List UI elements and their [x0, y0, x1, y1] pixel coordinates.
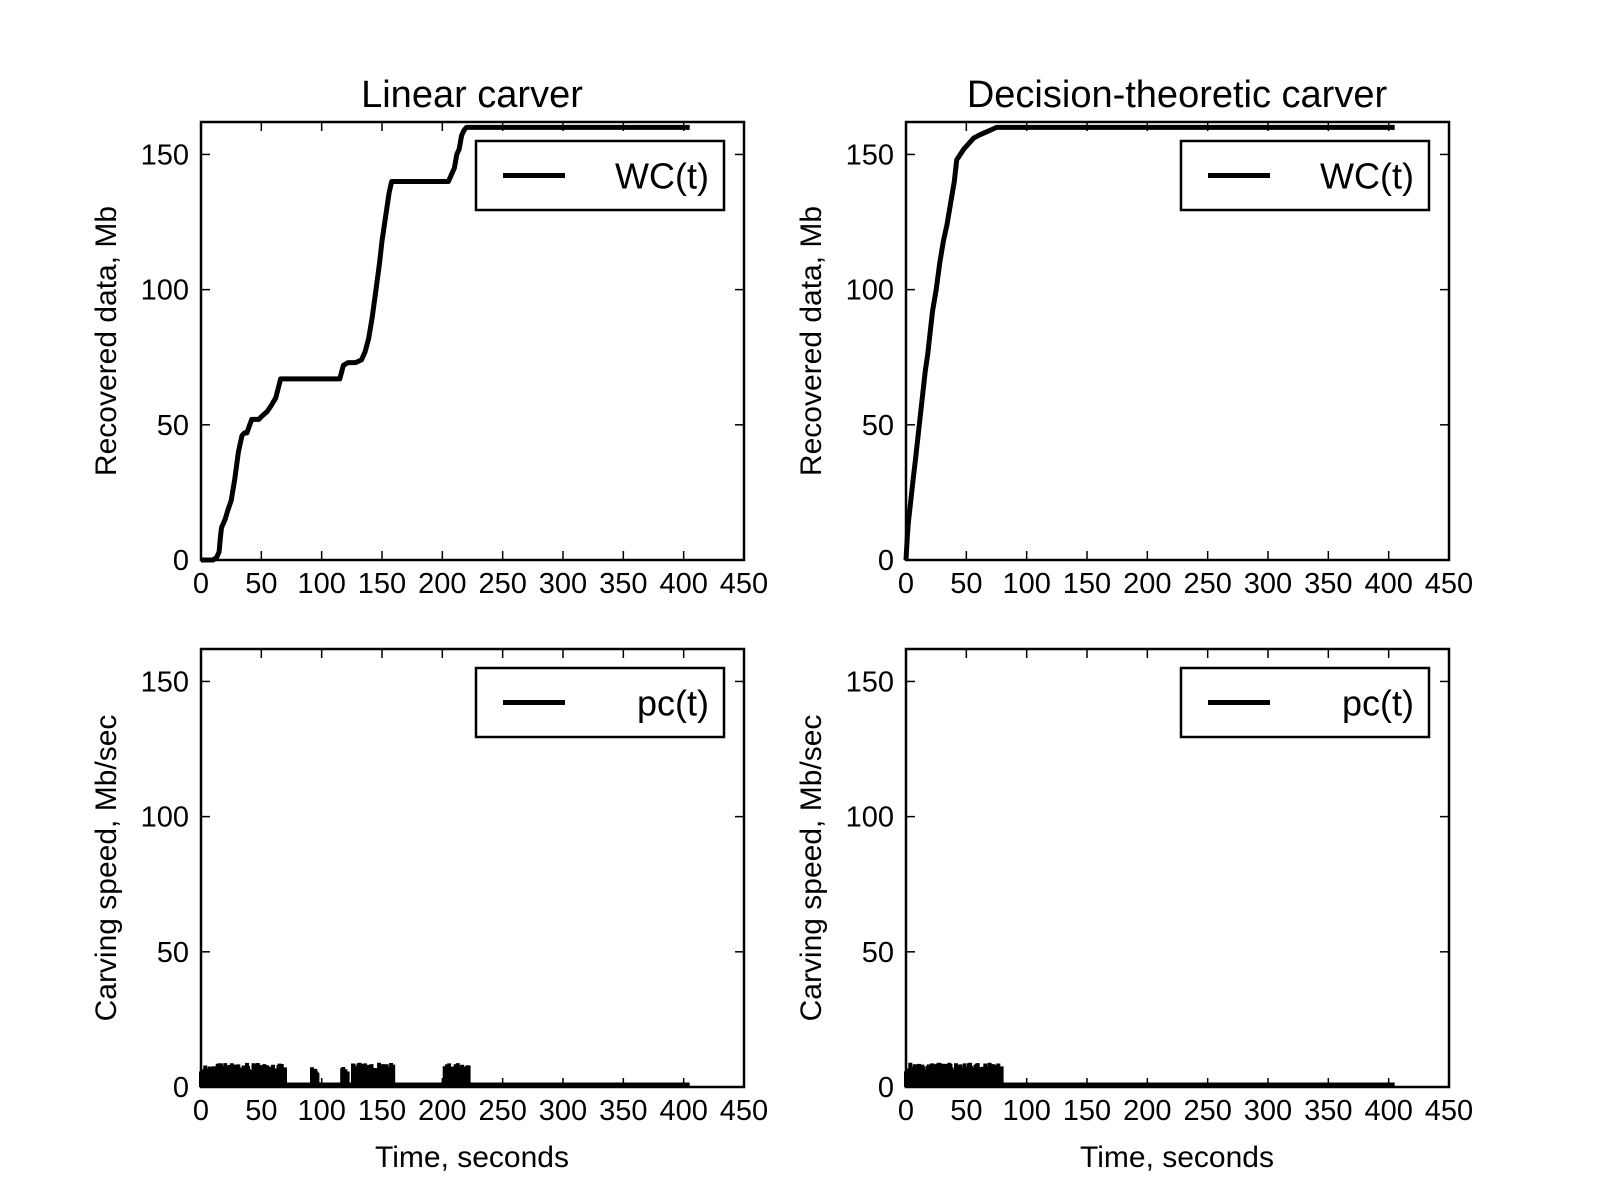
panel-title: Linear carver — [361, 74, 583, 116]
series-burst — [213, 1062, 287, 1087]
series-line — [201, 124, 690, 563]
series-burst-fill — [201, 1078, 216, 1087]
y-tick-label: 0 — [173, 1072, 189, 1104]
axes-frame — [199, 120, 746, 562]
series-burst-fill — [906, 1081, 1003, 1087]
x-tick-label: 350 — [599, 568, 647, 600]
panel-decision-speed: Time, seconds Carving speed, Mb/sec 0 50 1… — [795, 647, 1473, 1174]
x-tick-label: 0 — [898, 568, 914, 600]
x-tick-label: 0 — [193, 1095, 209, 1127]
series-burst-fill — [353, 1081, 395, 1087]
panel-decision-recovered: Decision-theoretic carver Recovered data… — [795, 74, 1473, 600]
x-tick-label: 400 — [1364, 1095, 1412, 1127]
legend-label: WC(t) — [615, 156, 709, 197]
series-burst — [351, 1062, 396, 1087]
x-axis-label: Time, seconds — [1080, 1141, 1274, 1174]
x-tick-label: 450 — [720, 568, 768, 600]
x-tick-label: 200 — [418, 568, 466, 600]
x-tick-label: 400 — [1364, 568, 1412, 600]
series-burst — [310, 1067, 320, 1087]
legend-label: pc(t) — [1342, 683, 1414, 724]
x-tick-label: 100 — [297, 568, 345, 600]
series-burst-fill — [215, 1081, 286, 1087]
y-tick-label: 150 — [846, 139, 894, 171]
x-tick-label: 400 — [659, 568, 707, 600]
x-tick-label: 0 — [898, 1095, 914, 1127]
x-tick-label: 100 — [1002, 1095, 1050, 1127]
x-tick-label: 350 — [1304, 1095, 1352, 1127]
x-tick-label: 200 — [418, 1095, 466, 1127]
x-tick-label: 300 — [539, 568, 587, 600]
y-tick-label: 100 — [141, 275, 189, 307]
x-tick-label: 50 — [950, 568, 982, 600]
y-tick-label: 50 — [862, 410, 894, 442]
x-axis-label: Time, seconds — [375, 1141, 569, 1174]
x-tick-label: 50 — [245, 568, 277, 600]
x-tick-label: 100 — [1002, 568, 1050, 600]
y-tick-label: 50 — [157, 937, 189, 969]
legend: WC(t) — [1179, 139, 1431, 212]
y-tick-label: 50 — [157, 410, 189, 442]
panel-linear-speed: Time, seconds Carving speed, Mb/sec 0 50 1… — [90, 647, 768, 1174]
x-tick-label: 300 — [1244, 568, 1292, 600]
x-tick-label: 300 — [539, 1095, 587, 1127]
panel-title: Decision-theoretic carver — [967, 74, 1388, 116]
panel-linear-recovered: Linear carver Recovered data, Mb 0 50 100 1… — [90, 74, 768, 600]
y-tick-label: 150 — [141, 666, 189, 698]
plot-area: 0 50 100 150 200 250 300 350 400 450 0 50 100 150 pc(t… — [846, 647, 1473, 1127]
x-tick-label: 350 — [1304, 568, 1352, 600]
x-tick-label: 150 — [1063, 568, 1111, 600]
x-tick-label: 450 — [1425, 1095, 1473, 1127]
series-burst — [442, 1063, 471, 1087]
x-tick-label: 50 — [245, 1095, 277, 1127]
series-line — [903, 124, 1395, 561]
axes-frame — [199, 647, 746, 1089]
legend: pc(t) — [474, 666, 726, 739]
x-tick-label: 50 — [950, 1095, 982, 1127]
x-tick-label: 250 — [1183, 1095, 1231, 1127]
y-axis-label: Carving speed, Mb/sec — [795, 715, 828, 1022]
x-tick-label: 300 — [1244, 1095, 1292, 1127]
legend-label: pc(t) — [637, 683, 709, 724]
y-tick-label: 100 — [846, 802, 894, 834]
y-axis-label: Recovered data, Mb — [90, 206, 123, 476]
x-tick-label: 150 — [358, 1095, 406, 1127]
y-tick-label: 100 — [846, 275, 894, 307]
x-tick-label: 150 — [1063, 1095, 1111, 1127]
x-tick-label: 400 — [659, 1095, 707, 1127]
series-burst — [340, 1067, 350, 1087]
y-tick-label: 0 — [173, 545, 189, 577]
plot-area: 0 50 100 150 200 250 300 350 400 450 0 50 100 150 pc(t… — [141, 647, 768, 1127]
y-tick-label: 150 — [846, 666, 894, 698]
x-tick-label: 250 — [478, 1095, 526, 1127]
x-tick-label: 450 — [1425, 568, 1473, 600]
series-burst-fill — [444, 1081, 469, 1087]
x-tick-label: 250 — [478, 568, 526, 600]
y-axis-label: Recovered data, Mb — [795, 206, 828, 476]
y-tick-label: 150 — [141, 139, 189, 171]
plot-area: 0 50 100 150 200 250 300 350 400 450 0 50 100 150 WC(t… — [141, 120, 768, 600]
legend-label: WC(t) — [1320, 156, 1414, 197]
x-tick-label: 200 — [1123, 1095, 1171, 1127]
x-tick-label: 450 — [720, 1095, 768, 1127]
y-tick-label: 0 — [878, 1072, 894, 1104]
x-tick-label: 0 — [193, 568, 209, 600]
plot-area: 0 50 100 150 200 250 300 350 400 450 0 50 100 150 WC(t… — [846, 120, 1473, 600]
x-tick-label: 150 — [358, 568, 406, 600]
axes-frame — [904, 647, 1451, 1089]
axes-frame — [904, 120, 1451, 562]
x-tick-label: 250 — [1183, 568, 1231, 600]
legend: WC(t) — [474, 139, 726, 212]
x-tick-label: 100 — [297, 1095, 345, 1127]
legend: pc(t) — [1179, 666, 1431, 739]
x-tick-label: 200 — [1123, 568, 1171, 600]
y-tick-label: 0 — [878, 545, 894, 577]
y-axis-label: Carving speed, Mb/sec — [90, 715, 123, 1022]
y-tick-label: 100 — [141, 802, 189, 834]
x-tick-label: 350 — [599, 1095, 647, 1127]
y-tick-label: 50 — [862, 937, 894, 969]
